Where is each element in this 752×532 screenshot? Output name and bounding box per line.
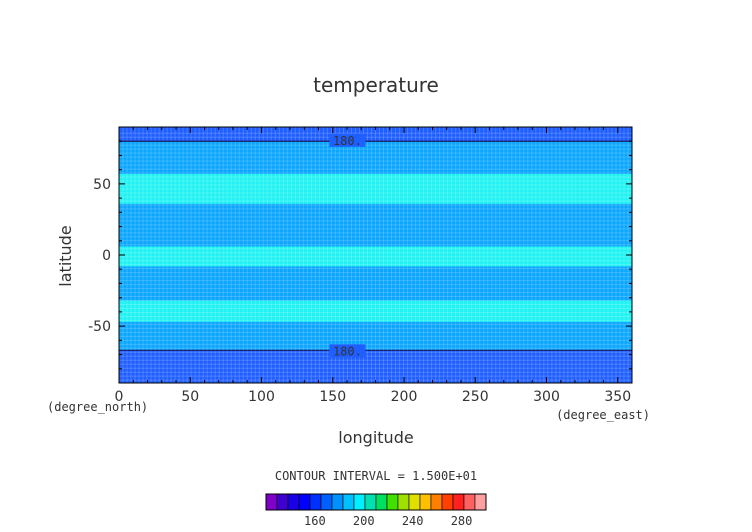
colorbar-cell-5 (320, 493, 333, 511)
colorbar-tick-label-2: 240 (402, 514, 424, 528)
contour-interval-label: CONTOUR INTERVAL = 1.500E+01 (275, 469, 477, 483)
x-tick-label-7: 350 (604, 389, 631, 405)
colorbar-cell-13 (408, 493, 421, 511)
temperature-band-1 (119, 321, 632, 351)
x-tick-label-2: 100 (248, 389, 275, 405)
colorbar-cell-17 (452, 493, 465, 511)
plot-area: 180. 180. (118, 126, 633, 384)
colorbar-cell-14 (419, 493, 432, 511)
colorbar-cell-4 (309, 493, 322, 511)
x-tick-label-5: 250 (462, 389, 489, 405)
colorbar-cell-6 (331, 493, 344, 511)
colorbar-tick-label-1: 200 (353, 514, 375, 528)
x-tick-label-1: 50 (181, 389, 199, 405)
y-units-label: (degree_north) (47, 400, 148, 414)
x-tick-label-0: 0 (115, 389, 124, 405)
x-tick-label-6: 300 (533, 389, 560, 405)
x-axis: 0 50 100 150 200 250 300 350 (115, 127, 631, 405)
colorbar-cell-11 (386, 493, 399, 511)
colorbar: 160 200 240 280 (265, 493, 487, 528)
data-grid (118, 127, 633, 383)
x-axis-label: longitude (338, 428, 413, 447)
colorbar-cell-7 (342, 493, 355, 511)
y-tick-label-0: -50 (88, 319, 111, 335)
colorbar-cell-2 (287, 493, 300, 511)
temperature-band-6 (119, 173, 632, 204)
x-units-label: (degree_east) (556, 408, 650, 422)
x-tick-label-4: 200 (391, 389, 418, 405)
y-axis-label: latitude (56, 225, 75, 286)
temperature-band-5 (119, 203, 632, 247)
temperature-band-2 (119, 300, 632, 322)
y-tick-label-2: 50 (93, 177, 111, 193)
colorbar-cell-19 (474, 493, 487, 511)
colorbar-cell-9 (364, 493, 377, 511)
temperature-band-3 (119, 266, 632, 301)
contour-label-1: 180. (333, 344, 362, 358)
colorbar-cell-8 (353, 493, 366, 511)
colorbar-cell-18 (463, 493, 476, 511)
colorbar-cell-12 (397, 493, 410, 511)
y-axis: -50 0 50 (88, 140, 632, 370)
temperature-band-4 (119, 246, 632, 267)
colorbar-frame (265, 493, 487, 511)
colorbar-cell-1 (276, 493, 289, 511)
colorbar-cell-0 (265, 493, 278, 511)
x-tick-label-3: 150 (319, 389, 346, 405)
colorbar-cell-16 (441, 493, 454, 511)
colorbar-tick-label-3: 280 (451, 514, 473, 528)
chart-title: temperature (313, 73, 439, 97)
temperature-band-7 (119, 141, 632, 174)
colorbar-cell-3 (298, 493, 311, 511)
colorbar-tick-label-0: 160 (304, 514, 326, 528)
contour-label-0: 180. (333, 134, 362, 148)
colorbar-cell-15 (430, 493, 443, 511)
colorbar-cell-10 (375, 493, 388, 511)
temperature-band-8 (119, 127, 632, 142)
y-tick-label-1: 0 (102, 248, 111, 264)
